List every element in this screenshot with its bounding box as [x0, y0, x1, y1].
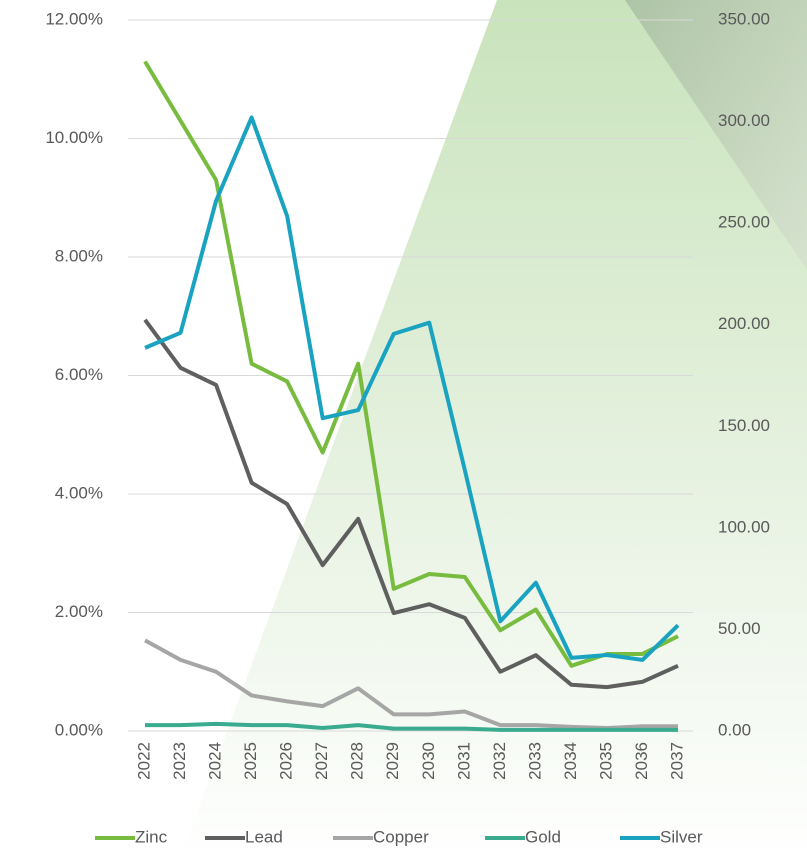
x-tick-label: 2029: [383, 742, 402, 780]
x-tick-label: 2030: [419, 742, 438, 780]
x-tick-label: 2027: [312, 742, 331, 780]
legend-label: Gold: [525, 827, 561, 846]
x-tick-label: 2033: [525, 742, 544, 780]
y2-tick-label: 100.00: [718, 517, 770, 536]
x-tick-label: 2032: [490, 742, 509, 780]
series-line: [143, 60, 679, 668]
x-tick-label: 2028: [348, 742, 367, 780]
series-line: [144, 115, 680, 662]
background-shape: [180, 0, 807, 859]
series-line: [145, 721, 678, 732]
x-tick-label: 2035: [596, 742, 615, 780]
y2-tick-label: 0.00: [718, 720, 751, 739]
y2-tick-label: 150.00: [718, 416, 770, 435]
legend-label: Silver: [660, 827, 703, 846]
y-tick-label: 12.00%: [45, 9, 103, 28]
series-line: [144, 638, 678, 731]
y-tick-label: 8.00%: [55, 246, 103, 265]
x-tick-label: 2023: [170, 742, 189, 780]
x-tick-label: 2037: [667, 742, 686, 780]
y-tick-label: 4.00%: [55, 483, 103, 502]
legend-label: Zinc: [135, 827, 168, 846]
y-tick-label: 10.00%: [45, 128, 103, 147]
y-tick-label: 0.00%: [55, 720, 103, 739]
y-tick-label: 6.00%: [55, 365, 103, 384]
x-tick-label: 2022: [134, 742, 153, 780]
x-tick-label: 2026: [277, 742, 296, 780]
x-tick-label: 2025: [241, 742, 260, 780]
y2-tick-label: 250.00: [718, 213, 770, 232]
y2-tick-label: 200.00: [718, 314, 770, 333]
series-line: [143, 318, 679, 690]
y2-tick-label: 50.00: [718, 619, 761, 638]
x-tick-label: 2036: [632, 742, 651, 780]
y2-tick-label: 350.00: [718, 9, 770, 28]
x-tick-label: 2034: [561, 742, 580, 780]
y2-tick-label: 300.00: [718, 111, 770, 130]
y-tick-label: 2.00%: [55, 602, 103, 621]
legend-label: Copper: [373, 827, 429, 846]
background-shape: [625, 0, 807, 270]
legend-label: Lead: [245, 827, 283, 846]
x-tick-label: 2031: [454, 742, 473, 780]
x-tick-label: 2024: [206, 742, 225, 780]
